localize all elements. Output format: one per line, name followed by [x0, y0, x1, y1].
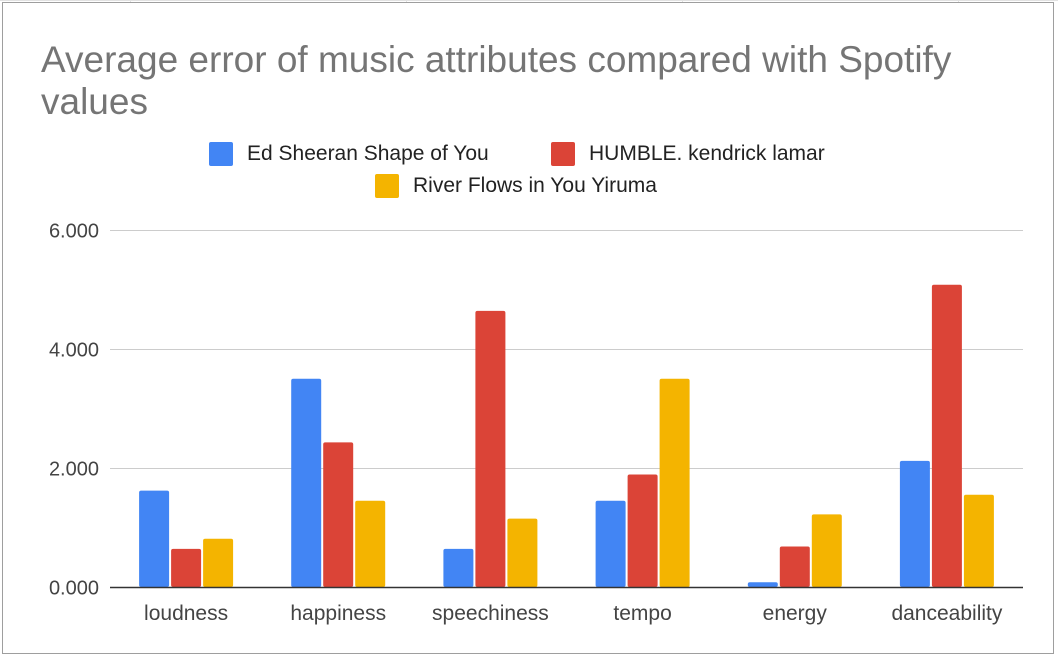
bar-tempo-series-2 — [627, 474, 658, 587]
legend-label-ed-sheeran: Ed Sheeran Shape of You — [247, 142, 489, 165]
legend-label-humble: HUMBLE. kendrick lamar — [589, 142, 825, 165]
bar-energy-series-1 — [747, 582, 778, 587]
bar-tempo-series-1 — [595, 500, 626, 587]
legend-swatch-ed-sheeran — [209, 142, 233, 166]
legend-label-river-flows: River Flows in You Yiruma — [413, 174, 657, 197]
x-tick-label: happiness — [290, 602, 386, 625]
bar-danceability-series-1 — [899, 460, 930, 587]
legend-swatch-humble — [551, 142, 575, 166]
x-tick-label: danceability — [891, 602, 1002, 625]
bar-loudness-series-2 — [171, 548, 202, 587]
chart-title: Average error of music attributes compar… — [41, 39, 952, 122]
x-tick-label: loudness — [144, 602, 228, 625]
bar-loudness-series-1 — [139, 490, 170, 587]
bar-speechiness-series-1 — [443, 548, 474, 587]
legend-swatch-river-flows — [375, 174, 399, 198]
legend-item-ed-sheeran[interactable]: Ed Sheeran Shape of You — [209, 141, 489, 167]
y-tick-label: 0.000 — [49, 578, 99, 600]
bar-happiness-series-1 — [291, 378, 322, 588]
bar-energy-series-3 — [811, 514, 842, 587]
plot-area: 0.000 2.000 4.000 6.000 loudness happiness spe… — [49, 221, 1023, 625]
bar-happiness-series-3 — [355, 500, 386, 587]
legend-item-river-flows[interactable]: River Flows in You Yiruma — [375, 173, 657, 199]
bar-energy-series-2 — [779, 546, 810, 587]
bar-danceability-series-2 — [931, 284, 962, 587]
bar-happiness-series-2 — [323, 442, 354, 587]
bar-danceability-series-3 — [963, 494, 994, 587]
x-tick-label: energy — [763, 602, 828, 625]
y-tick-label: 2.000 — [49, 459, 99, 481]
bar-loudness-series-3 — [203, 538, 234, 587]
x-tick-label: tempo — [613, 602, 671, 625]
legend-item-humble[interactable]: HUMBLE. kendrick lamar — [551, 141, 825, 167]
bar-speechiness-series-2 — [475, 310, 506, 587]
x-tick-label: speechiness — [432, 602, 549, 625]
y-tick-label: 4.000 — [49, 340, 99, 362]
bar-tempo-series-3 — [659, 378, 690, 588]
bar-speechiness-series-3 — [507, 518, 538, 587]
y-tick-label: 6.000 — [49, 221, 99, 243]
